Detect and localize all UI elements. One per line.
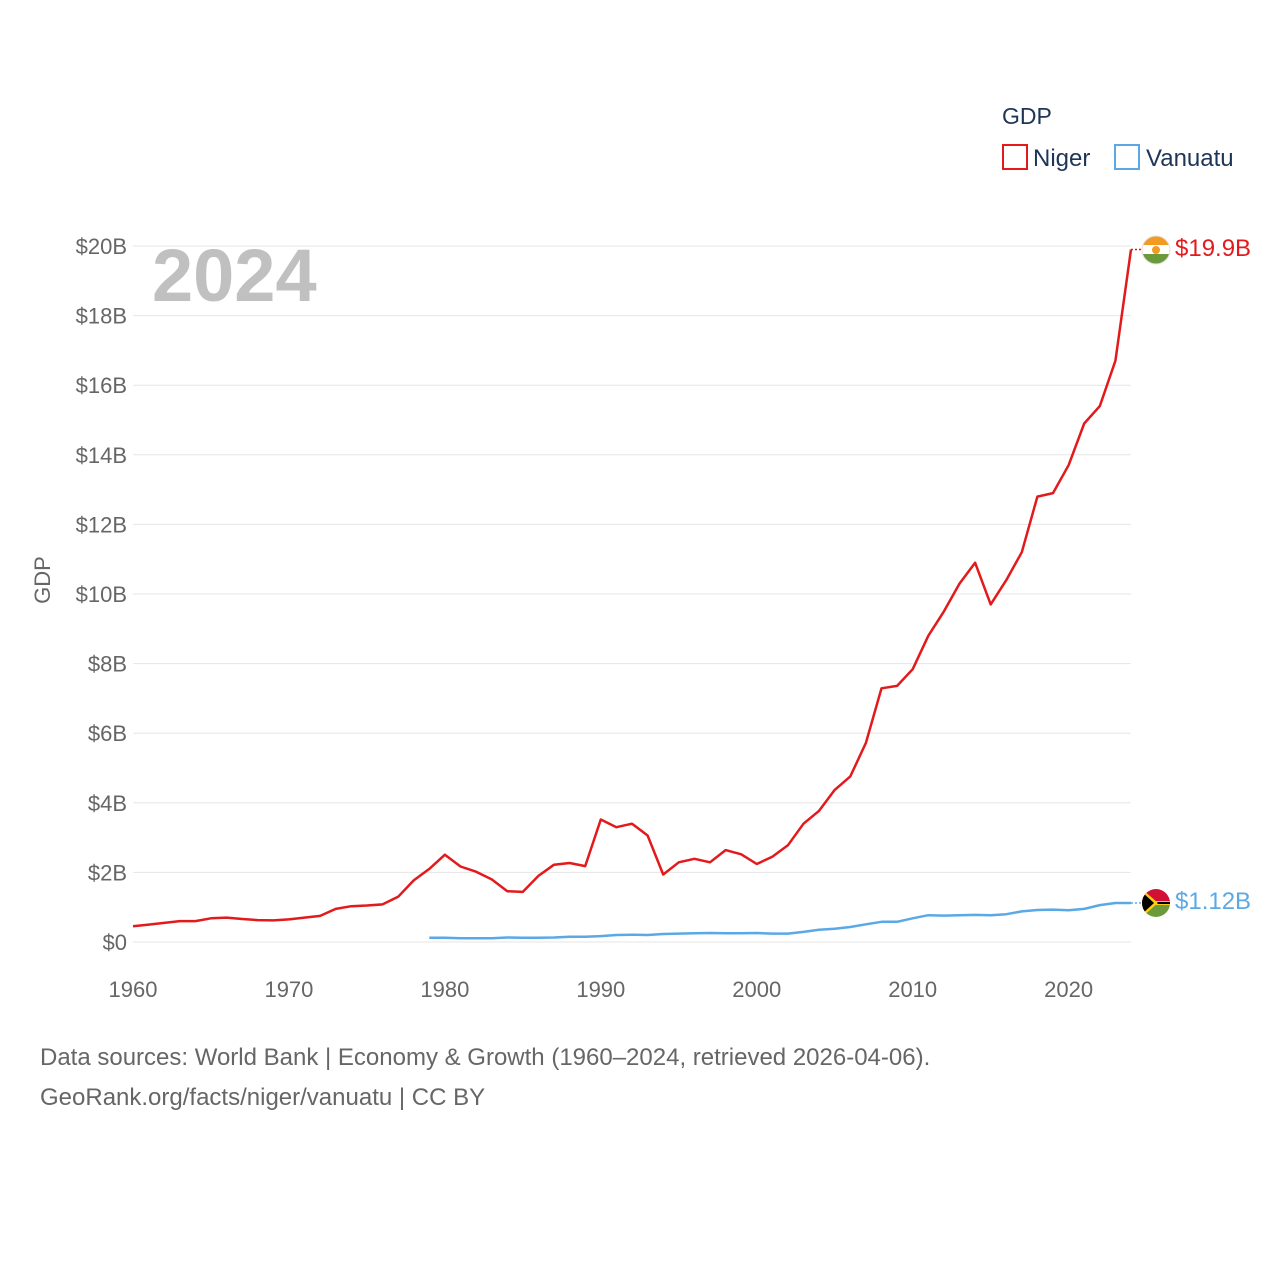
y-tick-label: $4B [88, 791, 127, 816]
vanuatu-flag-icon [1142, 889, 1170, 917]
legend-item-niger[interactable]: Niger [1002, 144, 1090, 172]
year-watermark: 2024 [152, 234, 317, 317]
x-tick-label: 2000 [732, 977, 781, 1002]
x-tick-label: 1990 [576, 977, 625, 1002]
end-label-vanuatu: $1.12B [1175, 888, 1251, 915]
x-tick-label: 2020 [1044, 977, 1093, 1002]
x-axis-ticks: 1960 1970 1980 1990 2000 2010 2020 [109, 977, 1094, 1002]
x-tick-label: 1960 [109, 977, 158, 1002]
legend-label-niger: Niger [1033, 145, 1090, 172]
y-tick-label: $6B [88, 721, 127, 746]
legend-swatch-niger [1002, 144, 1028, 170]
y-tick-label: $2B [88, 860, 127, 885]
x-tick-label: 1970 [264, 977, 313, 1002]
footer-sources: Data sources: World Bank | Economy & Gro… [40, 1044, 931, 1071]
series-line-niger[interactable] [132, 249, 1133, 928]
x-tick-label: 1980 [420, 977, 469, 1002]
y-tick-label: $8B [88, 652, 127, 677]
series-line-vanuatu[interactable] [429, 901, 1131, 940]
y-tick-label: $14B [76, 443, 127, 468]
niger-flag-icon [1142, 236, 1170, 264]
gridlines [133, 245, 1131, 943]
y-tick-label: $0 [103, 930, 127, 955]
y-axis-title: GDP [30, 556, 55, 604]
gdp-line-chart: $0 $2B $4B $6B $8B $10B $12B $14B $16B $18B $20B 1… [30, 103, 1251, 1002]
legend: GDP Niger Vanuatu [1002, 103, 1234, 172]
series-layer [132, 248, 1142, 940]
x-tick-label: 2010 [888, 977, 937, 1002]
y-axis-ticks: $0 $2B $4B $6B $8B $10B $12B $14B $16B $18B $20B [76, 234, 127, 955]
legend-label-vanuatu: Vanuatu [1146, 145, 1234, 172]
legend-item-vanuatu[interactable]: Vanuatu [1114, 144, 1234, 172]
end-label-niger: $19.9B [1175, 235, 1251, 262]
y-tick-label: $18B [76, 304, 127, 329]
y-tick-label: $10B [76, 582, 127, 607]
legend-swatch-vanuatu [1114, 144, 1140, 170]
y-tick-label: $12B [76, 512, 127, 537]
y-tick-label: $20B [76, 234, 127, 259]
legend-title: GDP [1002, 103, 1052, 129]
footer-credit: GeoRank.org/facts/niger/vanuatu | CC BY [40, 1084, 486, 1111]
y-tick-label: $16B [76, 373, 127, 398]
